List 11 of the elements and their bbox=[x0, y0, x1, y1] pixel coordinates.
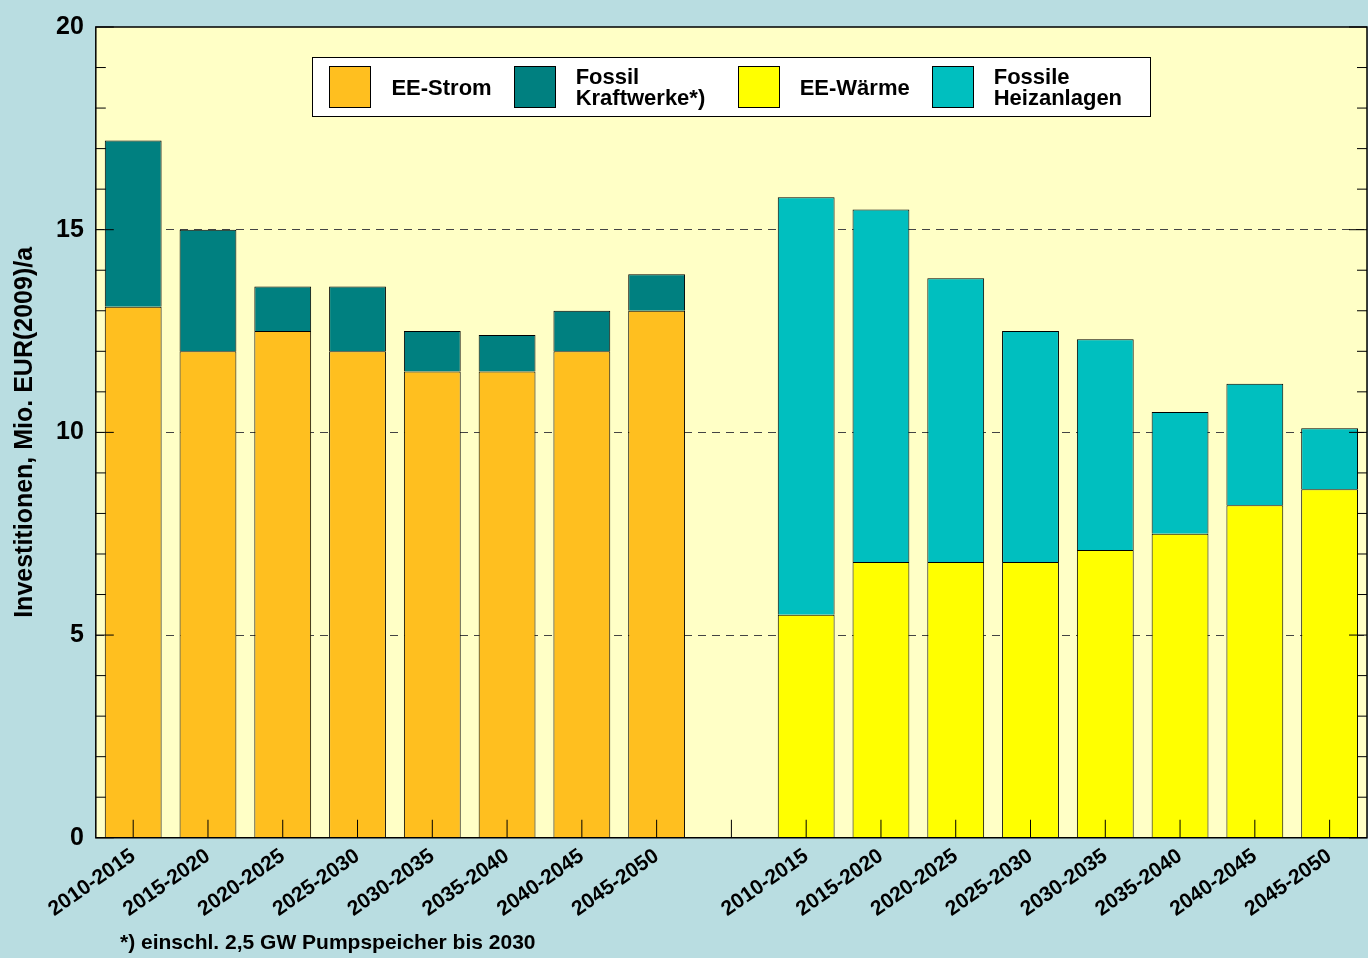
legend-label: Fossile Heizanlagen bbox=[993, 64, 1124, 110]
y-tick-label: 15 bbox=[56, 213, 84, 242]
legend-label: EE-Wärme bbox=[799, 74, 910, 100]
text: *) einschl. 2,5 GW Pumpspeicher bis 2030 bbox=[120, 930, 536, 954]
legend-label: EE-Strom bbox=[391, 74, 492, 100]
y-tick-label: 0 bbox=[69, 821, 84, 850]
y-tick-label: 20 bbox=[56, 10, 84, 39]
y-axis-title: Investitionen, Mio. EUR(2009)/a bbox=[8, 245, 37, 618]
y-tick-label: 5 bbox=[69, 618, 84, 647]
legend-label: Fossil Kraftwerke*) bbox=[575, 64, 707, 110]
y-tick-label: 10 bbox=[56, 416, 84, 445]
